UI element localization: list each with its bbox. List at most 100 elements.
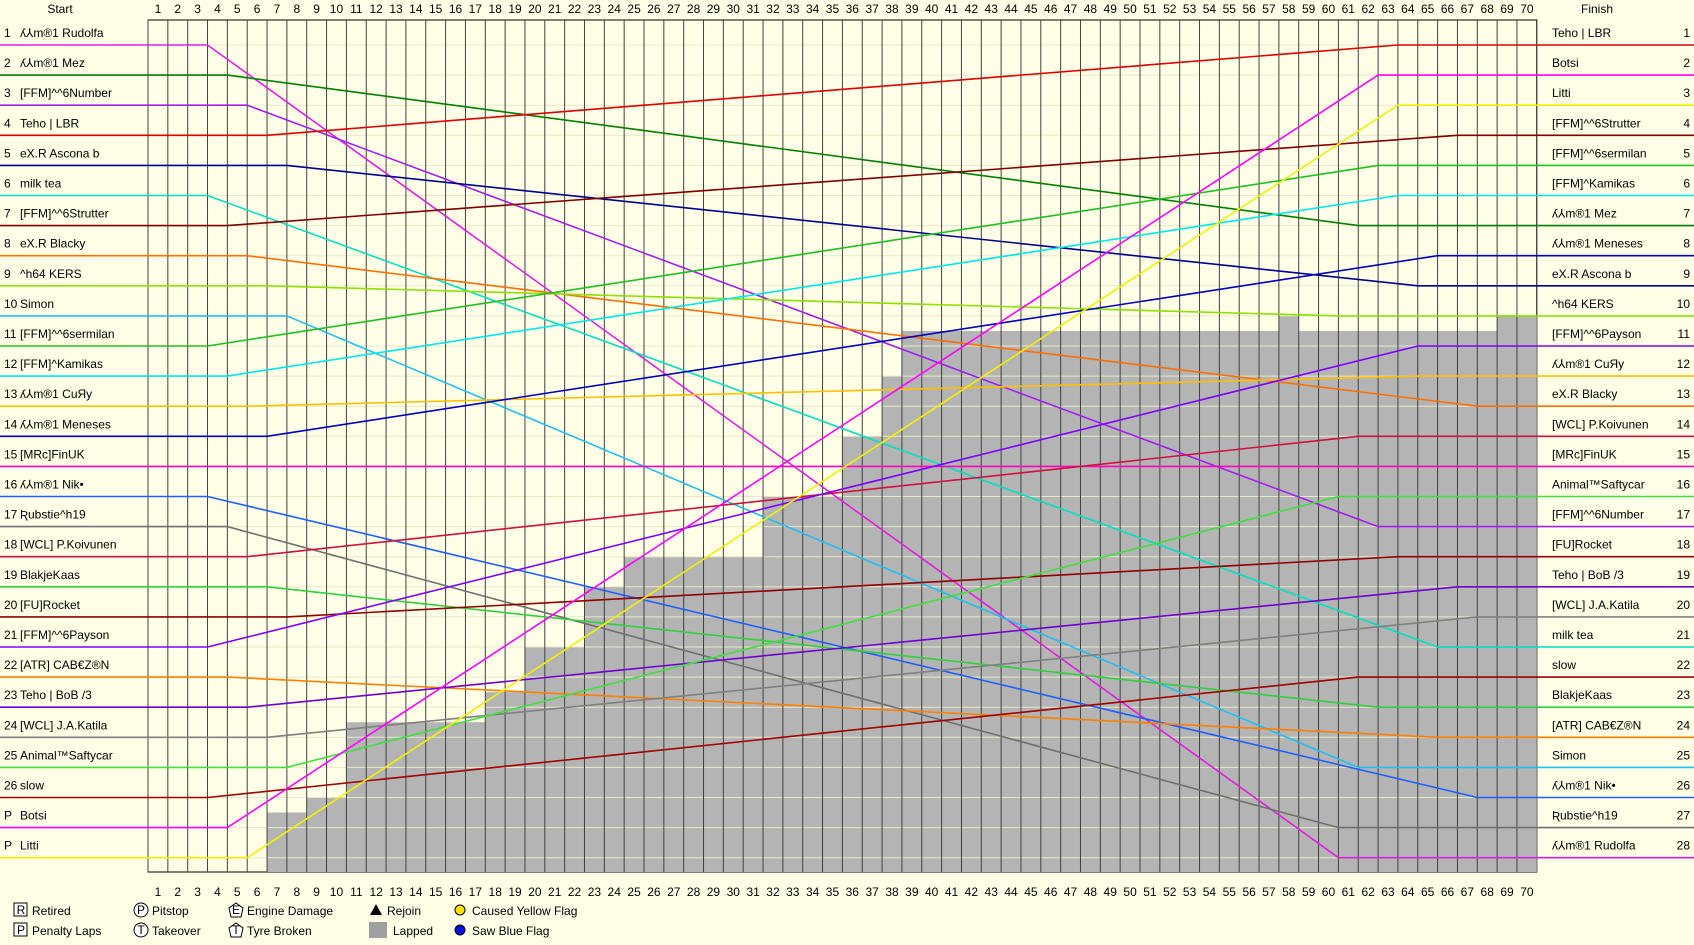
- lap-label-top: 21: [548, 2, 562, 16]
- start-position: 14: [4, 417, 18, 431]
- driver-line: [0, 375, 1694, 407]
- lap-label-top: 61: [1342, 2, 1356, 16]
- lap-label-bottom: 68: [1481, 885, 1495, 899]
- start-driver: Teho | LBR: [20, 116, 79, 130]
- lap-label-bottom: 5: [234, 885, 241, 899]
- lap-label-top: 23: [588, 2, 602, 16]
- lap-label-top: 2: [174, 2, 181, 16]
- start-driver: [FFM]^^6Strutter: [20, 207, 109, 221]
- lap-label-bottom: 61: [1342, 885, 1356, 899]
- driver-line: [0, 104, 1694, 528]
- legend-symbol: P: [17, 923, 25, 937]
- lap-label-bottom: 26: [647, 885, 661, 899]
- driver-line: [0, 676, 1694, 799]
- finish-driver: ʎ⅄m®1 Nik•: [1552, 779, 1616, 793]
- start-header: Start: [47, 2, 73, 16]
- lap-label-bottom: 25: [627, 885, 641, 899]
- finish-driver: ʎ⅄m®1 Rudolfa: [1552, 839, 1636, 853]
- lap-label-top: 62: [1361, 2, 1375, 16]
- lap-label-top: 64: [1401, 2, 1415, 16]
- lap-label-top: 33: [786, 2, 800, 16]
- lap-label-top: 14: [409, 2, 423, 16]
- legend-icon: [228, 902, 244, 918]
- lap-label-bottom: 7: [274, 885, 281, 899]
- lap-label-bottom: 66: [1441, 885, 1455, 899]
- lap-label-bottom: 54: [1203, 885, 1217, 899]
- finish-position: 8: [1683, 237, 1690, 251]
- finish-position: 22: [1677, 658, 1691, 672]
- finish-driver: Botsi: [1552, 56, 1579, 70]
- lap-label-bottom: 58: [1282, 885, 1296, 899]
- lap-label-top: 41: [945, 2, 959, 16]
- finish-position: 5: [1683, 146, 1690, 160]
- driver-line: [0, 104, 1694, 859]
- lap-label-bottom: 32: [766, 885, 780, 899]
- finish-driver: Animal™Saftycar: [1552, 478, 1645, 492]
- lap-label-top: 36: [846, 2, 860, 16]
- lap-label-bottom: 15: [429, 885, 443, 899]
- lap-label-bottom: 38: [885, 885, 899, 899]
- driver-line: [0, 345, 1694, 648]
- start-position: 4: [4, 116, 11, 130]
- lap-label-bottom: 55: [1223, 885, 1237, 899]
- lap-label-top: 42: [965, 2, 979, 16]
- start-position: 21: [4, 628, 18, 642]
- start-driver: [FFM]^^6Number: [20, 86, 112, 100]
- finish-position: 4: [1683, 116, 1690, 130]
- lap-label-bottom: 43: [985, 885, 999, 899]
- finish-position: 3: [1683, 86, 1690, 100]
- lap-label-bottom: 12: [369, 885, 383, 899]
- lap-label-bottom: 59: [1302, 885, 1316, 899]
- lap-label-bottom: 34: [806, 885, 820, 899]
- start-position: 20: [4, 598, 18, 612]
- driver-line: [0, 254, 1694, 407]
- lap-label-top: 8: [293, 2, 300, 16]
- finish-position: 17: [1677, 508, 1691, 522]
- legend-label: Saw Blue Flag: [472, 924, 549, 938]
- lap-label-top: 67: [1461, 2, 1475, 16]
- lap-label-top: 43: [985, 2, 999, 16]
- driver-line: [0, 134, 1694, 227]
- lap-label-bottom: 49: [1104, 885, 1118, 899]
- lap-label-bottom: 50: [1123, 885, 1137, 899]
- lap-label-bottom: 30: [727, 885, 741, 899]
- finish-driver: milk tea: [1552, 628, 1594, 642]
- start-driver: ʎ⅄m®1 CuЯy: [20, 387, 92, 401]
- lap-label-bottom: 13: [389, 885, 403, 899]
- lap-label-bottom: 39: [905, 885, 919, 899]
- lap-label-top: 68: [1481, 2, 1495, 16]
- legend-symbol: E: [232, 903, 240, 917]
- lap-label-top: 54: [1203, 2, 1217, 16]
- driver-line: [0, 435, 1694, 558]
- lap-label-bottom: 11: [350, 885, 363, 899]
- driver-line: [0, 254, 1694, 438]
- lap-label-top: 27: [667, 2, 681, 16]
- legend-icon: [13, 902, 28, 917]
- finish-position: 7: [1683, 207, 1690, 221]
- finish-position: 11: [1678, 327, 1691, 341]
- lap-label-top: 19: [508, 2, 522, 16]
- legend-symbol: T: [137, 923, 145, 937]
- finish-driver: eX.R Blacky: [1552, 387, 1617, 401]
- legend-label: Lapped: [393, 924, 433, 938]
- lap-label-bottom: 19: [508, 885, 522, 899]
- finish-driver: [FU]Rocket: [1552, 538, 1613, 552]
- lap-label-bottom: 20: [528, 885, 542, 899]
- legend-symbol: R: [17, 903, 26, 917]
- start-position: 10: [4, 297, 18, 311]
- finish-position: 25: [1677, 748, 1691, 762]
- start-position: 1: [4, 26, 11, 40]
- lap-label-bottom: 23: [588, 885, 602, 899]
- lap-label-top: 50: [1123, 2, 1137, 16]
- start-driver: eX.R Ascona b: [20, 146, 100, 160]
- lap-label-top: 37: [865, 2, 879, 16]
- start-position: 5: [4, 146, 11, 160]
- finish-driver: Ʀubstie^h19: [1552, 809, 1618, 823]
- lap-label-bottom: 1: [155, 885, 162, 899]
- finish-position: 27: [1677, 809, 1691, 823]
- legend-symbol: P: [137, 903, 145, 917]
- lap-label-bottom: 60: [1322, 885, 1336, 899]
- start-position: 19: [4, 568, 18, 582]
- lap-label-bottom: 64: [1401, 885, 1415, 899]
- lap-label-top: 15: [429, 2, 443, 16]
